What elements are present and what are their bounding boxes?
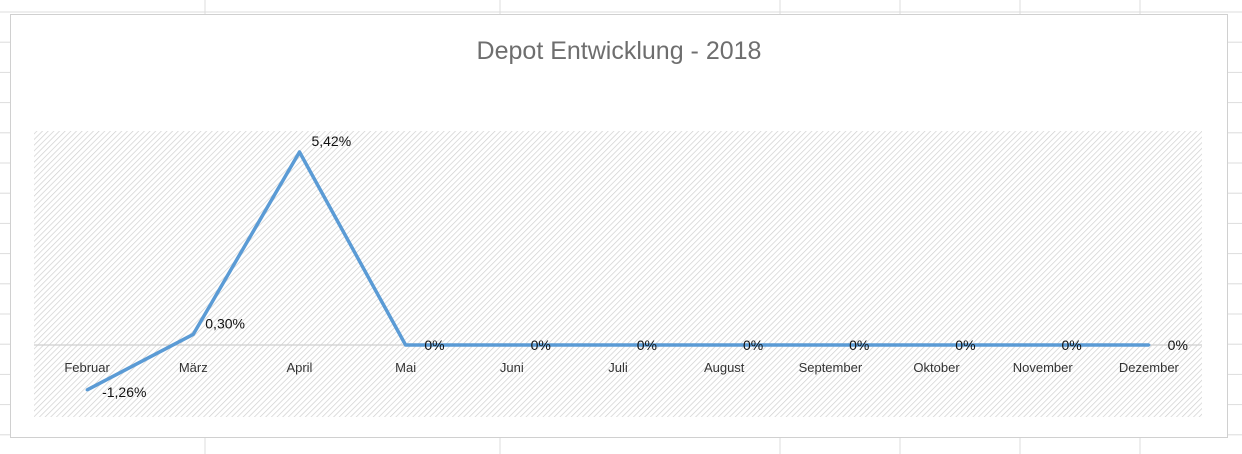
- data-point: [191, 332, 195, 336]
- x-tick-label: August: [704, 360, 745, 375]
- x-tick-label: April: [286, 360, 312, 375]
- data-point: [828, 343, 832, 347]
- chart-panel[interactable]: Depot Entwicklung - 2018 Februar März Apri…: [10, 14, 1228, 438]
- x-tick-label: Juli: [608, 360, 628, 375]
- x-tick-label: November: [1013, 360, 1074, 375]
- data-label: 0%: [531, 337, 551, 353]
- x-tick-label: März: [179, 360, 208, 375]
- chart-plot: Februar März April Mai Juni Juli August Septemb…: [34, 131, 1202, 417]
- data-point: [510, 343, 514, 347]
- data-point: [297, 150, 301, 154]
- x-tick-label: Mai: [395, 360, 416, 375]
- x-tick-label: Juni: [500, 360, 524, 375]
- data-label: 0%: [424, 337, 444, 353]
- data-label: 0%: [1168, 337, 1188, 353]
- data-label: 0%: [1061, 337, 1081, 353]
- x-tick-label: Oktober: [913, 360, 960, 375]
- data-point: [1147, 343, 1151, 347]
- data-point: [404, 343, 408, 347]
- x-tick-label: September: [799, 360, 863, 375]
- data-label: 0%: [637, 337, 657, 353]
- data-point: [85, 388, 89, 392]
- data-label: 0,30%: [205, 315, 245, 331]
- data-point: [722, 343, 726, 347]
- x-tick-label: Februar: [64, 360, 110, 375]
- x-tick-label: Dezember: [1119, 360, 1180, 375]
- data-label: 0%: [849, 337, 869, 353]
- data-label: 5,42%: [311, 133, 351, 149]
- data-label: -1,26%: [102, 384, 146, 400]
- data-label: 0%: [955, 337, 975, 353]
- data-point: [935, 343, 939, 347]
- chart-title: Depot Entwicklung - 2018: [476, 37, 762, 65]
- data-point: [1041, 343, 1045, 347]
- data-label: 0%: [743, 337, 763, 353]
- data-point: [616, 343, 620, 347]
